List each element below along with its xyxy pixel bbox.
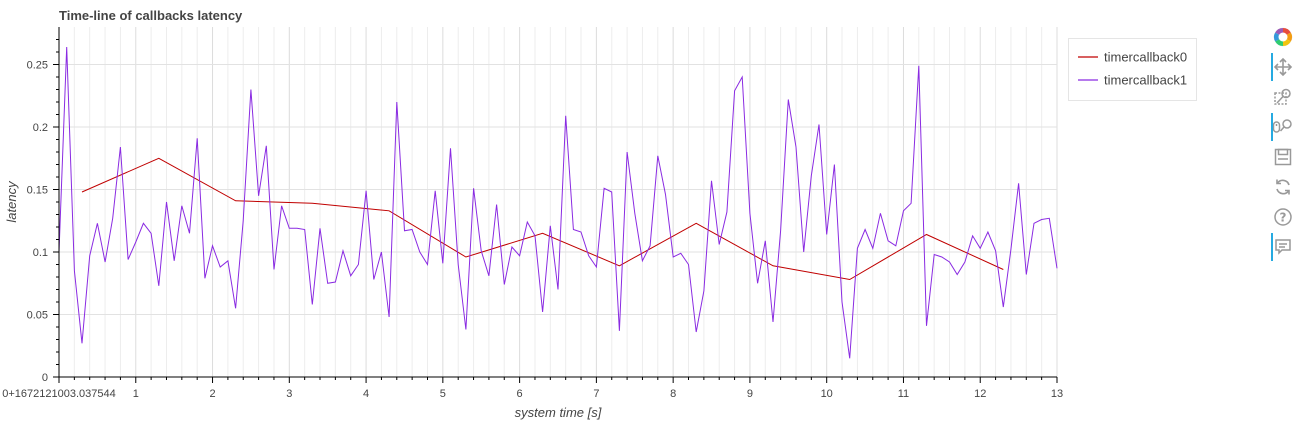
series-line-timercallback1 <box>58 46 1058 359</box>
x-tick-label: 0+1672121003.037544 <box>2 388 115 400</box>
toolbar: ? <box>1266 22 1300 262</box>
x-axis-label: system time [s] <box>515 405 602 420</box>
box-zoom-icon[interactable] <box>1266 82 1300 112</box>
help-icon[interactable]: ? <box>1266 202 1300 232</box>
save-icon[interactable] <box>1266 142 1300 172</box>
legend-label: timercallback0 <box>1104 50 1187 65</box>
y-tick-label: 0.1 <box>33 247 48 259</box>
grid <box>59 27 1058 377</box>
chart-title: Time-line of callbacks latency <box>59 8 243 23</box>
y-tick-label: 0.15 <box>27 185 48 197</box>
x-tick-label: 7 <box>593 388 599 400</box>
y-tick-label: 0.2 <box>33 122 48 134</box>
y-tick-label: 0 <box>42 372 48 384</box>
wheel-zoom-icon[interactable] <box>1266 112 1300 142</box>
x-tick-label: 2 <box>209 388 215 400</box>
x-tick-label: 9 <box>747 388 753 400</box>
reset-icon[interactable] <box>1266 172 1300 202</box>
x-tick-label: 4 <box>363 388 369 400</box>
series-line-timercallback0 <box>81 157 1004 281</box>
x-tick-label: 11 <box>898 388 909 400</box>
legend-label: timercallback1 <box>1104 73 1187 88</box>
x-tick-label: 10 <box>821 388 833 400</box>
legend-box <box>1068 38 1197 101</box>
hover-icon[interactable] <box>1266 232 1300 262</box>
x-tick-label: 13 <box>1051 388 1063 400</box>
legend[interactable]: timercallback0 timercallback1 <box>1068 38 1197 101</box>
axes: 0+1672121003.037544 1 2 3 4 5 6 7 8 9 10 11 12 1300.0… <box>2 27 1063 400</box>
y-tick-label: 0.05 <box>27 310 48 322</box>
bokeh-logo-icon[interactable] <box>1266 22 1300 52</box>
x-tick-label: 3 <box>286 388 292 400</box>
x-tick-label: 12 <box>974 388 986 400</box>
series-layer <box>58 46 1058 359</box>
svg-text:?: ? <box>1280 211 1287 225</box>
x-tick-label: 8 <box>670 388 676 400</box>
pan-icon[interactable] <box>1266 52 1300 82</box>
x-tick-label: 6 <box>517 388 523 400</box>
y-tick-label: 0.25 <box>27 60 48 72</box>
x-tick-label: 5 <box>440 388 446 400</box>
y-axis-label: latency <box>4 180 19 223</box>
x-tick-label: 1 <box>133 388 139 400</box>
